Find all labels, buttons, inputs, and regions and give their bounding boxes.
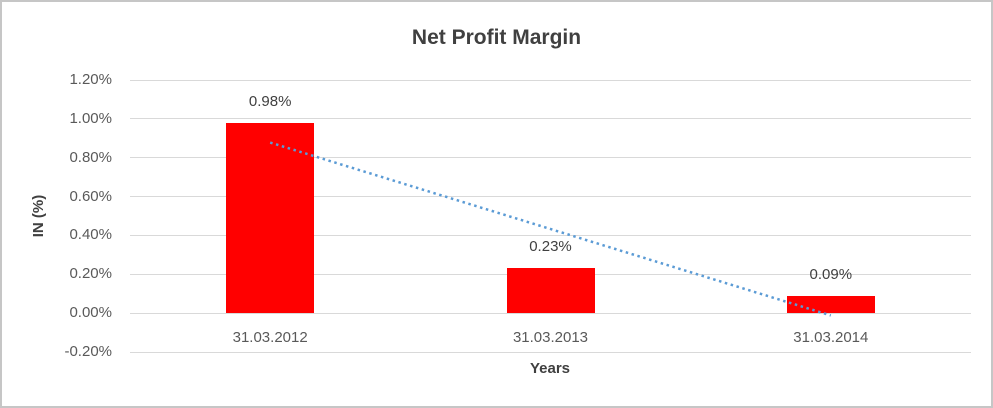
y-axis-tick-label: 0.80% bbox=[69, 148, 112, 166]
x-axis-title: Years bbox=[529, 360, 571, 377]
y-axis-tick-label: 0.00% bbox=[69, 304, 112, 322]
y-axis-tick-label: 0.20% bbox=[69, 265, 112, 283]
data-label: 0.23% bbox=[529, 238, 572, 256]
bar-31.03.2013 bbox=[506, 268, 595, 314]
gridline bbox=[130, 79, 971, 81]
data-label: 0.09% bbox=[809, 265, 853, 283]
data-label: 0.98% bbox=[248, 92, 292, 110]
x-axis-category-label: 31.03.2013 bbox=[512, 329, 589, 347]
y-axis-tick-label: 0.60% bbox=[69, 187, 112, 205]
chart-title: Net Profit Margin bbox=[411, 26, 582, 49]
y-axis-tick-label: -0.20% bbox=[64, 343, 112, 360]
bar-31.03.2014 bbox=[786, 295, 875, 314]
x-axis-category-label: 31.03.2014 bbox=[793, 329, 869, 347]
x-axis-category-label: 31.03.2012 bbox=[232, 329, 308, 347]
bar-31.03.2012 bbox=[226, 122, 315, 314]
y-axis-tick-label: 0.40% bbox=[69, 226, 112, 244]
y-axis-title: IN (%) bbox=[30, 194, 47, 238]
y-axis-tick-label: 1.20% bbox=[69, 71, 112, 88]
gridline bbox=[130, 118, 971, 120]
gridline bbox=[130, 351, 971, 353]
y-axis-tick-label: 1.00% bbox=[69, 109, 112, 127]
